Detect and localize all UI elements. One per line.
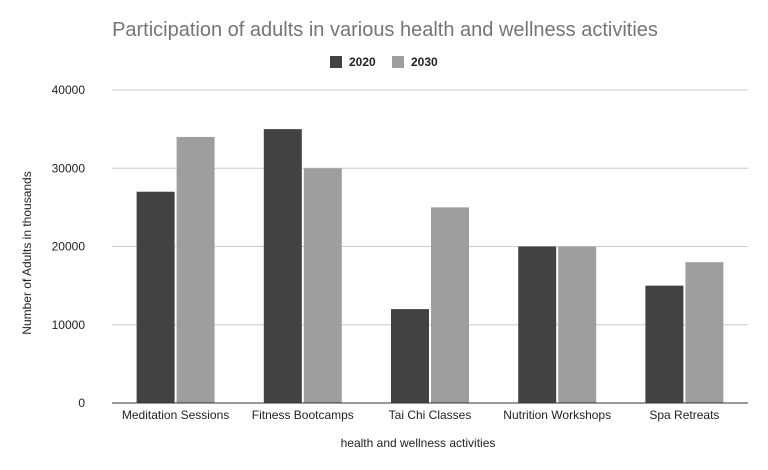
bar-2020 bbox=[645, 285, 684, 403]
bar-2020 bbox=[391, 309, 429, 403]
bar-2030 bbox=[303, 168, 342, 403]
legend-swatch-2030 bbox=[392, 56, 404, 68]
legend-swatch-2020 bbox=[330, 56, 342, 68]
x-tick-label: Spa Retreats bbox=[649, 408, 719, 422]
y-tick-label: 10000 bbox=[52, 318, 86, 332]
bar-2030 bbox=[685, 262, 724, 403]
gridlines bbox=[112, 89, 748, 326]
bar-2030 bbox=[558, 246, 597, 403]
bar-2030 bbox=[176, 136, 215, 403]
bars bbox=[136, 129, 724, 403]
bar-2020 bbox=[136, 191, 175, 403]
x-axis-title: health and wellness activities bbox=[341, 436, 496, 450]
y-tick-label: 30000 bbox=[52, 161, 86, 175]
legend-label-2020: 2020 bbox=[349, 55, 376, 69]
y-axis-title: Number of Adults in thousands bbox=[20, 171, 34, 334]
y-axis-ticks: 0 10000 20000 30000 40000 bbox=[52, 83, 86, 410]
legend-label-2030: 2030 bbox=[411, 55, 438, 69]
x-axis-ticks: Meditation Sessions Fitness Bootcamps Tai … bbox=[122, 408, 720, 422]
bar-2020 bbox=[518, 246, 557, 403]
bar-2030 bbox=[431, 207, 469, 403]
y-tick-label: 20000 bbox=[52, 240, 86, 254]
x-tick-label: Fitness Bootcamps bbox=[252, 408, 354, 422]
x-tick-label: Meditation Sessions bbox=[122, 408, 229, 422]
x-tick-label: Tai Chi Classes bbox=[389, 408, 472, 422]
y-tick-label: 40000 bbox=[52, 83, 86, 97]
y-tick-label: 0 bbox=[78, 396, 85, 410]
legend: 2020 2030 bbox=[330, 55, 438, 69]
bar-2020 bbox=[263, 129, 302, 403]
chart-title: Participation of adults in various healt… bbox=[112, 19, 658, 41]
x-tick-label: Nutrition Workshops bbox=[503, 408, 611, 422]
